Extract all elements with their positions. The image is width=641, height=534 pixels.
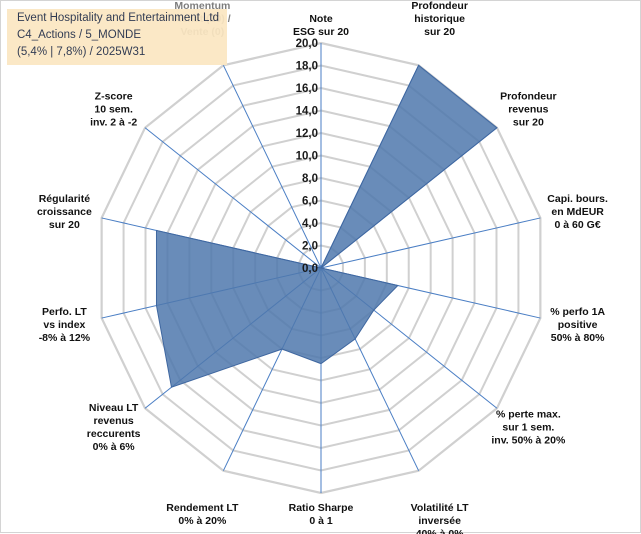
chart-title-box: Event Hospitality and Entertainment Ltd … [7, 9, 227, 65]
axis-label-line: Ratio Sharpe [289, 502, 354, 514]
axis-label-line: positive [558, 319, 598, 331]
axis-label-line: sur 20 [424, 26, 455, 38]
axis-label-line: croissance [37, 206, 92, 218]
tick-label: 0,0 [302, 263, 318, 275]
axis-label-line: revenus [508, 104, 548, 116]
axis-label-line: historique [414, 13, 465, 25]
axis-label-line: % perte max. [496, 408, 561, 420]
axis-label-line: Régularité [39, 193, 91, 205]
axis-label: % perte max.sur 1 sem.inv. 50% à 20% [491, 408, 566, 446]
axis-label-line: inversée [418, 515, 461, 527]
axis-label-line: sur 20 [49, 219, 80, 231]
tick-label: 16,0 [296, 83, 318, 95]
axis-label-line: -8% à 12% [39, 332, 91, 344]
axis-label-line: Capi. bours. [547, 193, 608, 205]
axis-label-line: 50% à 80% [551, 332, 605, 344]
axis-label-line: Note [309, 13, 332, 25]
chart-subtitle: C4_Actions / 5_MONDE [17, 29, 141, 41]
axis-label-line: sur 20 [513, 117, 544, 129]
axis-label-line: Perfo. LT [42, 306, 87, 318]
axis-label-line: Z-score [95, 91, 133, 103]
axis-label-line: vs index [43, 319, 85, 331]
axis-label-line: revenus [93, 415, 133, 427]
data-area [156, 65, 496, 387]
axis-label-line: inv. 50% à 20% [491, 434, 566, 446]
chart-period: (5,4% | 7,8%) / 2025W31 [17, 46, 145, 58]
axis-label-line: 10 sem. [94, 104, 133, 116]
axis-label-line: 0 à 60 G€ [555, 219, 601, 231]
axis-label-line: Profondeur [411, 1, 468, 12]
axis-label-line: en MdEUR [551, 206, 604, 218]
tick-label: 14,0 [296, 106, 318, 118]
axis-label-line: Rendement LT [166, 502, 239, 514]
tick-label: 4,0 [302, 218, 318, 230]
axis-label-line: Volatilité LT [411, 502, 470, 514]
chart-title: Event Hospitality and Entertainment Ltd [17, 12, 219, 24]
axis-label-line: 0% à 20% [178, 515, 227, 527]
axis-label-line: inv. 2 à -2 [90, 117, 137, 129]
axis-label-line: % perfo 1A [550, 306, 605, 318]
tick-label: 18,0 [296, 61, 318, 73]
tick-label: 12,0 [296, 128, 318, 140]
tick-label: 10,0 [296, 151, 318, 163]
tick-label: 2,0 [302, 241, 318, 253]
axis-label-line: 0 à 1 [309, 515, 333, 527]
axis-label-line: Profondeur [500, 91, 557, 103]
tick-label: 20,0 [296, 38, 318, 50]
axis-label-line: 40% à 0% [416, 528, 465, 534]
tick-label: 8,0 [302, 173, 318, 185]
axis-label-line: 0% à 6% [93, 441, 136, 453]
tick-label: 6,0 [302, 196, 318, 208]
axis-label-line: sur 1 sem. [502, 421, 554, 433]
axis-label-line: Niveau LT [89, 402, 139, 414]
axis-label-line: ESG sur 20 [293, 26, 349, 38]
axis-label-line: reccurents [87, 428, 141, 440]
